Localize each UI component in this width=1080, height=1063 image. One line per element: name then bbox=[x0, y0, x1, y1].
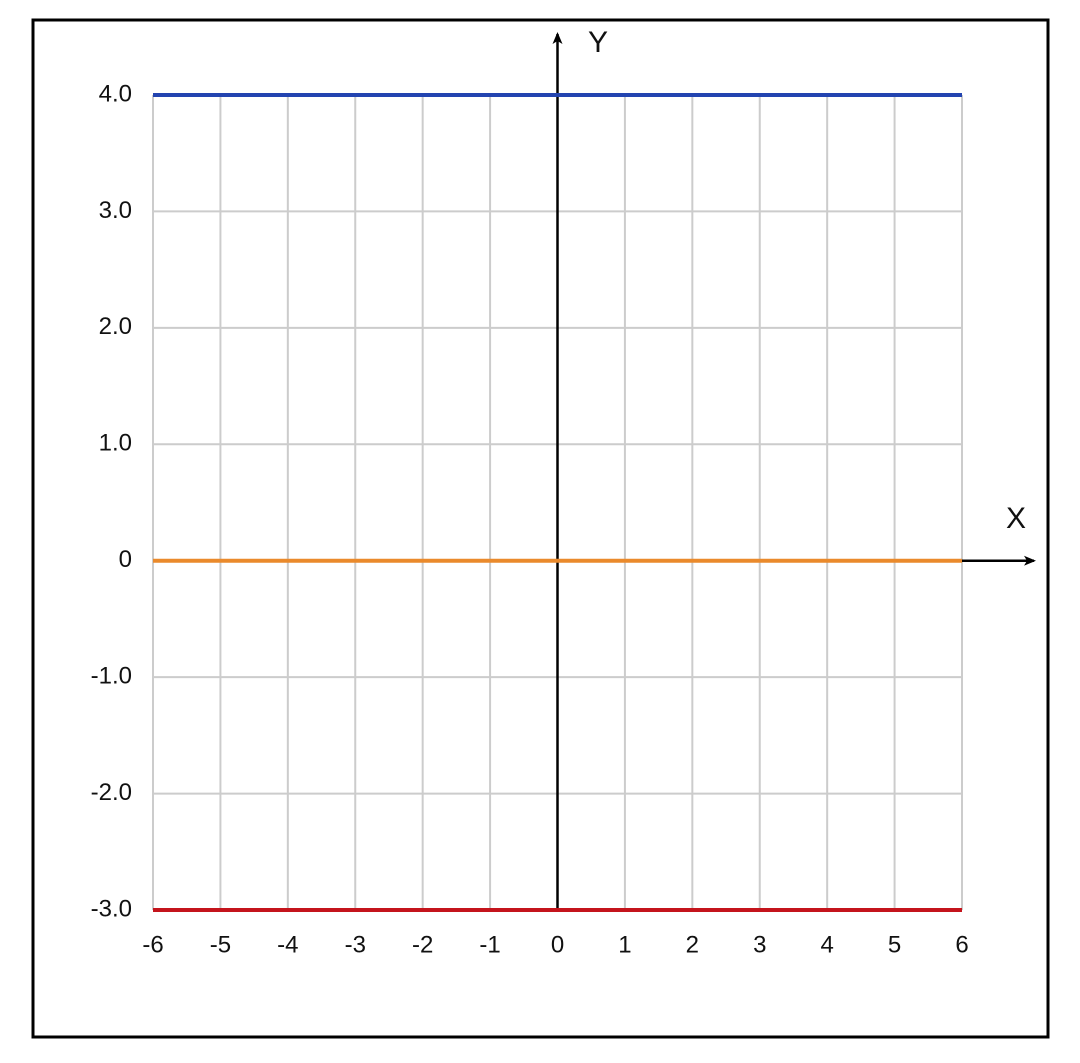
x-tick-label: -1 bbox=[479, 931, 500, 958]
y-tick-label: 3.0 bbox=[99, 197, 132, 224]
x-axis-label: X bbox=[1006, 502, 1026, 535]
x-tick-label: -5 bbox=[210, 931, 231, 958]
x-tick-label: -6 bbox=[142, 931, 163, 958]
x-tick-label: 3 bbox=[753, 931, 766, 958]
x-tick-label: 1 bbox=[618, 931, 631, 958]
y-tick-label: 2.0 bbox=[99, 313, 132, 340]
lines bbox=[153, 93, 962, 912]
y-tick-label: 4.0 bbox=[99, 80, 132, 107]
grid bbox=[152, 94, 963, 911]
y-tick-label: -3.0 bbox=[91, 895, 132, 922]
x-tick-label: 5 bbox=[888, 931, 901, 958]
y-tick-label: 1.0 bbox=[99, 430, 132, 457]
x-tick-label: 2 bbox=[686, 931, 699, 958]
y-axis-label: Y bbox=[588, 26, 608, 59]
x-tick-label: 0 bbox=[551, 931, 564, 958]
y-tick-label: 0 bbox=[119, 546, 132, 573]
y-tick-label: -2.0 bbox=[91, 779, 132, 806]
x-tick-label: 6 bbox=[955, 931, 968, 958]
x-tick-label: -3 bbox=[345, 931, 366, 958]
y-tick-label: -1.0 bbox=[91, 662, 132, 689]
x-tick-label: -2 bbox=[412, 931, 433, 958]
frame bbox=[31, 18, 1050, 1039]
x-tick-label: -4 bbox=[277, 931, 298, 958]
x-tick-label: 4 bbox=[820, 931, 833, 958]
